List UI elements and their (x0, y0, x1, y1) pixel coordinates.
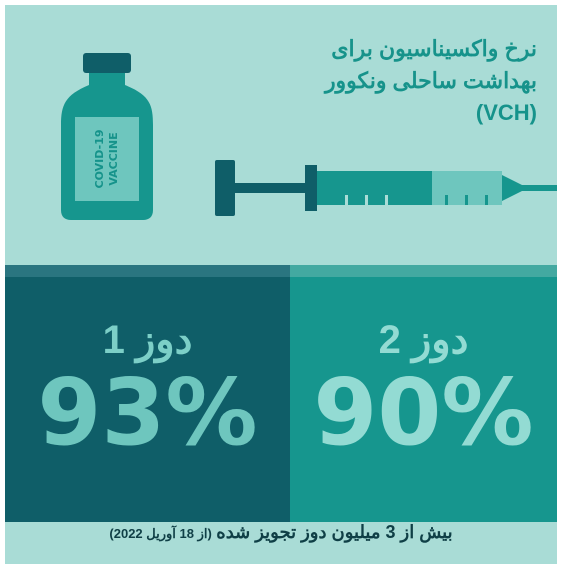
title-line: بهداشت ساحلی ونکوور (325, 65, 537, 97)
dose-value: 90% (290, 363, 557, 463)
title-line: نرخ واکسیناسیون برای (325, 33, 537, 65)
footer-main: بیش از 3 میلیون دوز تجویز شده (216, 522, 452, 542)
footer-note: (از 18 آوریل 2022) (109, 526, 211, 541)
infographic: COVID-19 VACCINE نرخ واکسیناسیون برای به… (5, 5, 557, 564)
title: نرخ واکسیناسیون برای بهداشت ساحلی ونکوور… (325, 33, 537, 129)
vial-text: VACCINE (107, 132, 120, 185)
title-line: (VCH) (325, 97, 537, 129)
syringe-needle (502, 175, 557, 201)
dose-panel: دوز 2 90% (290, 265, 557, 522)
page: COVID-19 VACCINE نرخ واکسیناسیون برای به… (0, 0, 562, 569)
dose-label: دوز 1 (5, 317, 290, 363)
syringe-stopper (305, 165, 317, 211)
syringe-barrel (317, 171, 432, 205)
dose-label: دوز 2 (290, 317, 557, 363)
vial-text: COVID-19 (93, 130, 106, 189)
syringe-plunger (235, 183, 305, 193)
dose-value: 93% (5, 363, 290, 463)
dose-panel: دوز 1 93% (5, 265, 290, 522)
vial-cap (83, 53, 131, 73)
syringe-handle (215, 160, 235, 216)
footer: بیش از 3 میلیون دوز تجویز شده (از 18 آور… (5, 522, 557, 543)
